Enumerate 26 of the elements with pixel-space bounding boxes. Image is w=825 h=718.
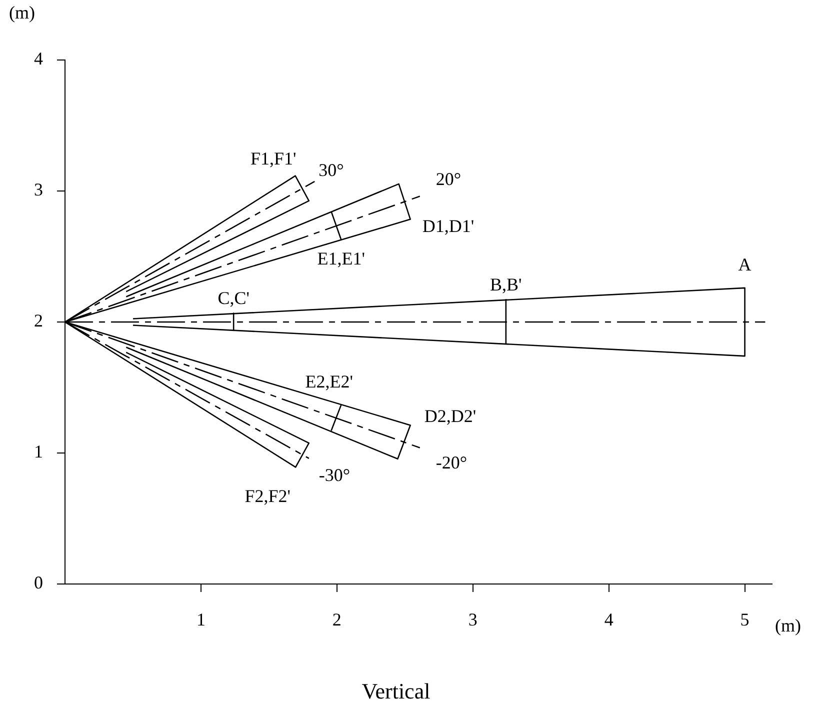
- annotation: E1,E1': [317, 248, 366, 268]
- y-tick-label: 2: [34, 310, 43, 331]
- annotation: -20°: [436, 452, 468, 472]
- text: Vertical: [362, 678, 430, 704]
- x-tick-label: 5: [740, 610, 750, 630]
- x-tick-label: 2: [332, 610, 342, 630]
- annotation: D1,D1': [422, 216, 474, 236]
- annotation: -30°: [318, 465, 350, 486]
- y-tick-label: 0: [34, 572, 43, 593]
- annotation: B,B': [490, 274, 522, 294]
- x-tick-label: 1: [196, 610, 206, 630]
- annotation: A: [738, 254, 752, 275]
- annotation: F1,F1': [250, 148, 296, 169]
- annotation: 30°: [318, 160, 344, 180]
- y-axis-title: (m): [9, 2, 35, 23]
- x-axis-title: (m): [775, 616, 801, 636]
- annotation: 20°: [436, 168, 462, 189]
- annotation: F2,F2': [244, 486, 290, 506]
- y-tick-label: 4: [34, 48, 43, 69]
- x-tick-label: 4: [604, 610, 614, 630]
- y-tick-label: 1: [34, 442, 43, 462]
- annotation: E2,E2': [305, 372, 354, 392]
- x-tick-label: 3: [468, 610, 478, 630]
- annotation: D2,D2': [424, 406, 476, 426]
- annotation: C,C': [218, 288, 250, 308]
- y-tick-label: 3: [34, 180, 43, 200]
